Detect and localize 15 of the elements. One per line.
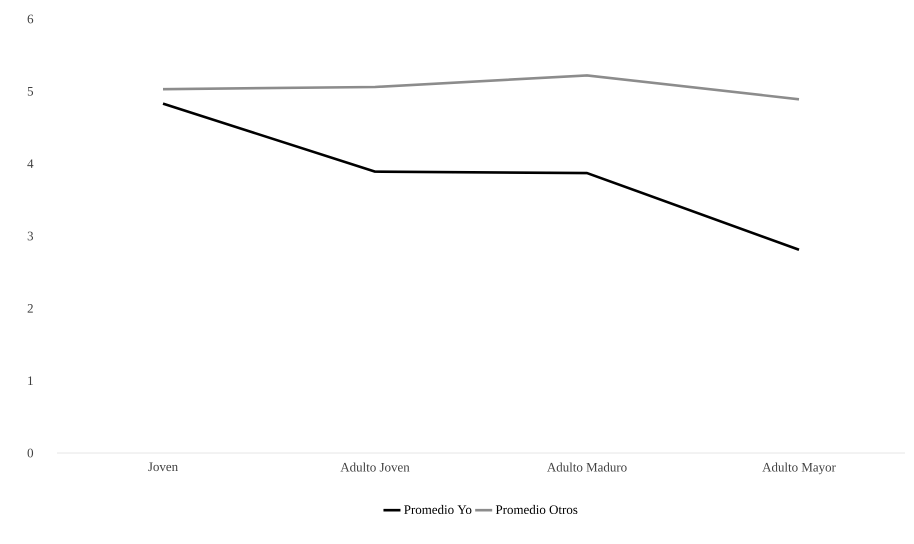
line-series <box>162 102 800 252</box>
x-tick-label: Adulto Maduro <box>547 462 627 472</box>
y-tick-label: 4 <box>27 159 34 168</box>
y-tick-label: 0 <box>28 448 34 458</box>
x-tick-label: Adulto Mayor <box>762 462 836 474</box>
y-tick-label: 5 <box>28 87 34 96</box>
y-tick-label: 3 <box>28 232 34 240</box>
line-series <box>162 74 800 101</box>
y-tick-label: 1 <box>28 376 33 385</box>
x-tick-label: Joven <box>148 462 178 472</box>
y-tick-label: 2 <box>28 304 33 313</box>
y-tick-label: 6 <box>28 14 34 24</box>
x-tick-label: Adulto Joven <box>340 462 410 472</box>
legend-label: Promedio Otros <box>496 504 578 514</box>
legend-label: Promedio Yo <box>404 504 472 514</box>
